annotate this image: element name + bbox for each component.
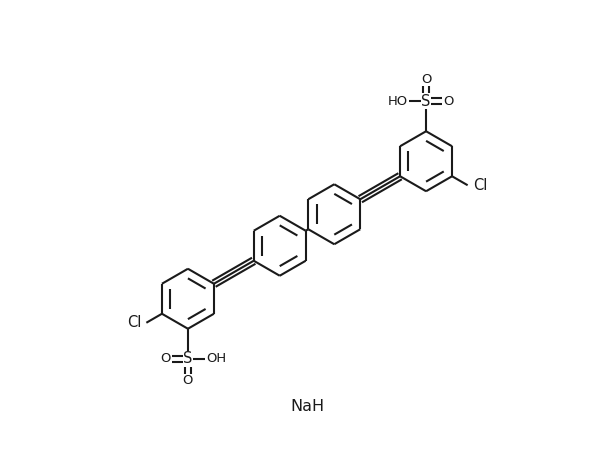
Text: O: O (161, 352, 171, 365)
Text: O: O (443, 95, 453, 108)
Text: O: O (421, 73, 431, 86)
Text: Cl: Cl (473, 178, 487, 193)
Text: S: S (421, 94, 431, 109)
Text: HO: HO (388, 95, 408, 108)
Text: NaH: NaH (290, 399, 324, 414)
Text: O: O (183, 374, 193, 387)
Text: Cl: Cl (127, 315, 141, 330)
Text: S: S (183, 351, 193, 366)
Text: OH: OH (206, 352, 226, 365)
